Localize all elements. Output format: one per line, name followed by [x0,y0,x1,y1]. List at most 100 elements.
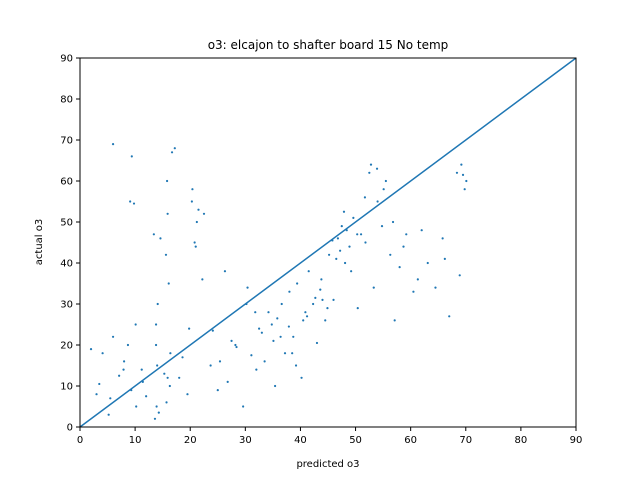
scatter-point [372,286,375,289]
scatter-point [302,319,305,322]
scatter-point [455,171,459,174]
scatter-point [122,360,126,363]
scatter-point [193,241,196,244]
scatter-point [98,382,101,386]
scatter-point [342,210,346,213]
scatter-point [246,286,249,289]
scatter-point [155,405,158,408]
scatter-point [416,278,419,281]
scatter-point [350,270,353,273]
scatter-point [272,339,275,342]
scatter-point [369,163,373,166]
x-tick-label: 90 [570,435,583,446]
scatter-point [130,155,133,158]
scatter-point [292,335,295,338]
scatter-point [188,327,191,330]
scatter-point [448,315,451,318]
scatter-point [356,233,359,236]
scatter-point [129,200,132,203]
scatter-point [190,200,193,203]
scatter-point [340,225,343,228]
x-tick-label: 60 [404,435,417,446]
scatter-point [145,395,148,398]
x-tick-label: 50 [349,435,362,446]
scatter-point [300,376,303,379]
line-layer [79,57,577,428]
scatter-point [443,257,446,260]
scatter-point [296,282,299,285]
scatter-point [291,352,294,355]
scatter-point [356,307,359,310]
scatter-point [126,343,130,347]
scatter-point [288,290,291,293]
y-tick-label: 80 [60,95,73,106]
scatter-point [255,368,258,371]
scatter-point [315,341,319,345]
scatter-point [420,229,423,232]
scatter-point [195,220,198,224]
scatter-point [197,208,200,211]
y-axis-ticks: 0 10 20 30 40 50 60 70 80 90 [60,54,80,434]
scatter-point [336,237,340,240]
scatter-point [168,384,171,388]
scatter-point [178,376,181,379]
scatter-point [312,302,315,306]
scatter-point [380,225,384,228]
scatter-point [294,364,298,367]
scatter-point [326,307,329,310]
reference-line [79,57,577,428]
scatter-point [332,298,335,301]
y-tick-label: 70 [60,136,73,147]
scatter-point [165,179,169,183]
scatter-point [140,368,143,371]
scatter-point [226,380,229,383]
scatter-point [263,360,266,363]
scatter-point [235,345,238,349]
points-layer [89,143,468,420]
scatter-point [211,329,214,332]
scatter-point [223,270,227,273]
scatter-point [157,411,160,414]
scatter-point [250,354,253,357]
scatter-point [324,319,327,322]
scatter-point [307,270,310,273]
scatter-point [109,397,112,400]
scatter-point [118,374,121,377]
scatter-point [305,315,309,318]
scatter-point [234,343,237,347]
scatter-point [363,196,367,199]
scatter-point [260,331,263,334]
scatter-point [216,389,219,392]
scatter-point [458,274,461,277]
scatter-point [111,143,115,146]
y-tick-label: 90 [60,54,73,65]
scatter-point [202,212,206,215]
scatter-point [412,290,415,293]
chart-title: o3: elcajon to shafter board 15 No temp [208,38,449,52]
scatter-point [384,179,387,183]
scatter-point [273,384,277,388]
x-axis-label: predicted o3 [296,459,359,470]
scatter-point [461,173,465,176]
scatter-point [352,216,355,219]
y-tick-label: 40 [60,259,73,270]
x-tick-label: 70 [459,435,472,446]
scatter-point [254,311,257,314]
x-tick-label: 20 [184,435,197,446]
scatter-point [460,163,463,166]
scatter-point [270,323,273,326]
scatter-point [321,298,324,301]
y-axis-label: actual o3 [34,219,45,265]
scatter-point [426,261,429,265]
scatter-point [402,245,405,248]
scatter-point [267,311,270,314]
scatter-point [343,261,347,265]
scatter-point [173,147,176,150]
y-tick-label: 30 [60,300,73,311]
x-tick-label: 40 [294,435,307,446]
scatter-point [169,352,172,355]
y-tick-label: 20 [60,341,73,352]
scatter-point [364,241,367,244]
scatter-point [218,360,222,363]
